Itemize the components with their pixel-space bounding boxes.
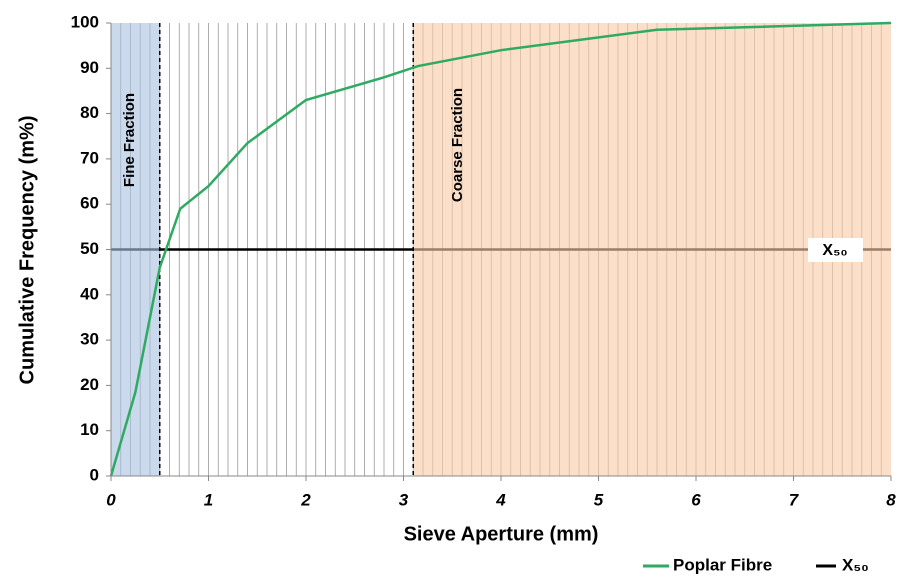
y-tick-label: 50 <box>80 239 99 258</box>
series-line <box>109 21 892 477</box>
x-tick-label: 8 <box>886 490 896 509</box>
legend-label: Poplar Fibre <box>673 555 772 574</box>
y-tick-label: 80 <box>80 103 99 122</box>
y-tick-label: 0 <box>90 465 99 484</box>
region-shade <box>111 23 160 476</box>
y-tick-label: 100 <box>71 12 99 31</box>
y-tick-label: 40 <box>80 284 99 303</box>
x-tick-label: 7 <box>789 490 800 509</box>
y-tick-label: 30 <box>80 330 99 349</box>
x-tick-label: 6 <box>691 490 701 509</box>
y-tick-label: 70 <box>80 148 99 167</box>
y-tick-label: 90 <box>80 58 99 77</box>
x-tick-label: 4 <box>495 490 506 509</box>
y-axis-title: Cumulative Frequency (m%) <box>16 116 38 385</box>
y-tick-label: 20 <box>80 375 99 394</box>
legend-label: X₅₀ <box>842 555 869 574</box>
y-tick-label: 10 <box>80 420 99 439</box>
x-tick-label: 1 <box>204 490 213 509</box>
x-tick-label: 3 <box>399 490 409 509</box>
x-tick-label: 5 <box>594 490 604 509</box>
x-tick-label: 0 <box>106 490 116 509</box>
annotation-bg <box>808 238 863 262</box>
y-tick-label: 60 <box>80 194 99 213</box>
x-tick-label: 2 <box>300 490 311 509</box>
region-label: Fine Fraction <box>121 93 138 187</box>
region-label: Coarse Fraction <box>449 88 466 202</box>
x-axis-title: Sieve Aperture (mm) <box>404 523 599 545</box>
annotation: X₅₀ <box>822 242 847 259</box>
